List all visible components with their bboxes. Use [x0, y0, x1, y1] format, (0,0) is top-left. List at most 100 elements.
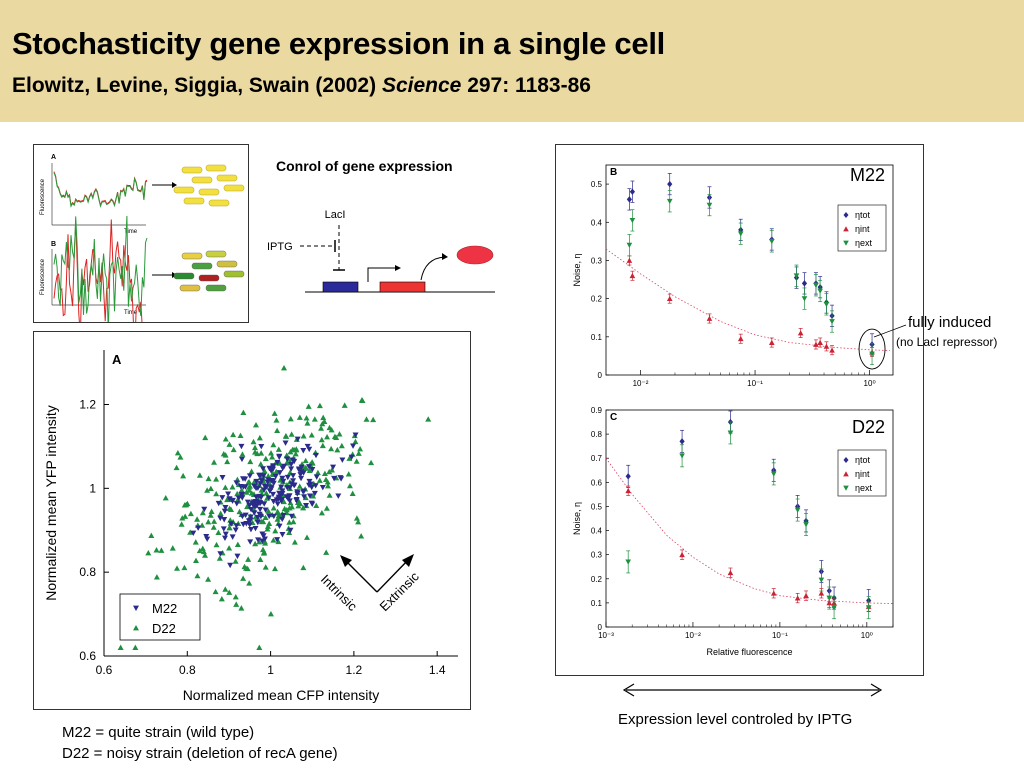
scatter-point	[280, 498, 287, 505]
scatter-point	[202, 552, 209, 558]
scatter-point	[256, 472, 263, 479]
fully-induced-circle	[858, 328, 886, 370]
scatter-point	[220, 526, 227, 532]
scatter-point	[353, 515, 360, 521]
scatter-point	[240, 476, 247, 482]
scatter-point	[252, 444, 259, 451]
scatter-point	[303, 415, 310, 421]
scatter-point	[194, 516, 201, 522]
scatter-point	[238, 605, 245, 611]
expression-level-label: Expression level controled by IPTG	[618, 711, 853, 728]
data-point	[770, 590, 777, 596]
cell-icon	[181, 166, 203, 174]
scatter-point	[291, 458, 298, 465]
y-tick-label: 0	[598, 623, 603, 632]
scatter-point	[368, 459, 375, 466]
scatter-point	[296, 483, 303, 489]
data-point	[817, 288, 823, 294]
scatter-point	[211, 518, 218, 524]
scatter-point	[260, 473, 267, 479]
scatter-point	[249, 500, 256, 507]
data-point	[679, 551, 685, 558]
y-tick-label: 1.2	[79, 397, 96, 411]
scatter-point	[286, 529, 293, 535]
scatter-point	[246, 502, 253, 509]
scatter-point	[300, 504, 307, 511]
scatter-point	[262, 507, 269, 513]
scatter-point	[265, 495, 272, 501]
fluorescence-traces	[53, 171, 148, 356]
data-point	[679, 453, 685, 459]
scatter-point	[262, 455, 269, 462]
legend-label: ηint	[855, 224, 870, 234]
scatter-point	[230, 431, 237, 438]
data-point	[801, 296, 808, 302]
scatter-point	[312, 483, 319, 489]
x-tick-label: 10⁻¹	[772, 631, 788, 640]
scatter-point	[266, 488, 273, 494]
extrinsic-arrow	[376, 557, 411, 593]
scatter-point	[291, 446, 298, 453]
x-tick-label: 10⁻²	[633, 379, 649, 388]
scatter-point	[313, 452, 320, 459]
scatter-point	[254, 519, 261, 526]
scatter-point	[363, 416, 370, 422]
scatter-point	[304, 420, 311, 426]
scatter-point	[195, 525, 202, 531]
data-point	[794, 595, 801, 601]
scatter-point	[252, 525, 259, 532]
scatter-point	[260, 550, 267, 556]
scatter-point	[273, 417, 280, 423]
scatter-point	[148, 532, 155, 539]
scatter-point	[261, 536, 268, 542]
data-point	[797, 330, 804, 336]
scatter-point	[268, 484, 275, 491]
series-tot	[626, 173, 875, 356]
x-tick-label: 10⁻²	[685, 631, 701, 640]
scatter-point	[298, 475, 305, 482]
scatter-point	[222, 484, 229, 490]
scatter-point	[268, 450, 275, 456]
cell-icon	[191, 262, 213, 270]
scatter-point	[257, 506, 264, 513]
scatter-point	[196, 472, 203, 478]
y-tick-label: 0.1	[591, 333, 603, 342]
scatter-point	[229, 534, 236, 540]
scatter-point	[357, 445, 364, 452]
scatter-point	[270, 505, 277, 511]
scatter-point	[239, 451, 246, 457]
scatter-point	[153, 574, 160, 580]
scatter-point	[352, 438, 359, 445]
scatter-point	[309, 466, 316, 473]
slide-title: Stochasticity gene expression in a singl…	[12, 26, 665, 61]
y-axis-label: Normalized mean YFP intensity	[43, 405, 59, 601]
scatter-point	[233, 523, 240, 529]
scatter-point	[221, 517, 228, 523]
scatter-point	[222, 586, 229, 592]
y-axis-label: Noise, η	[572, 502, 582, 535]
scatter-point	[226, 589, 233, 595]
scatter-point	[274, 459, 281, 466]
scatter-point	[288, 461, 295, 468]
scatter-point	[275, 538, 282, 545]
scatter-point	[352, 432, 359, 438]
scatter-point	[321, 470, 328, 477]
scatter-point	[283, 433, 290, 439]
data-point	[737, 231, 744, 237]
legend-marker	[843, 226, 849, 232]
scatter-point	[263, 484, 270, 490]
series-ext	[626, 190, 875, 366]
extrinsic-arrowhead	[402, 554, 414, 567]
scatter-point	[238, 443, 245, 450]
scatter-point	[302, 457, 309, 464]
scatter-point	[232, 558, 239, 564]
legend-label: ηext	[855, 238, 873, 248]
scatter-point	[306, 446, 313, 453]
scatter-point	[270, 441, 277, 448]
cell-icon	[216, 174, 238, 182]
scatter-point	[276, 490, 283, 497]
data-point	[626, 257, 633, 263]
cell-icon	[205, 250, 227, 258]
scatter-point	[183, 501, 190, 508]
scatter-point	[262, 514, 269, 520]
